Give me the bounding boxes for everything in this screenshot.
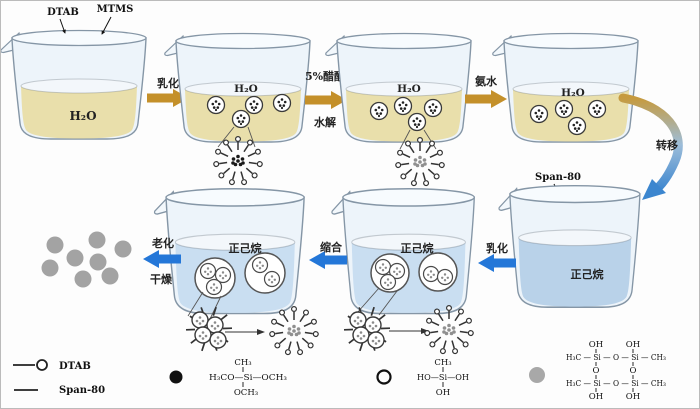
mtms-dot-symbol <box>169 370 183 384</box>
legend-dtab-label: DTAB <box>59 361 91 372</box>
silanol-mid: HO—Si—OH <box>417 373 469 383</box>
dtab-label: DTAB <box>47 7 79 18</box>
zoom-cone <box>217 126 235 148</box>
beaker7-droplet-2 <box>244 252 286 294</box>
silanol-bottom: OH <box>436 388 450 398</box>
mtms-top: CH₃ <box>234 358 251 368</box>
span80-label: Span-80 <box>535 172 581 183</box>
zoom-cone <box>399 129 411 150</box>
zoom-cone <box>356 287 380 314</box>
arrow-aging-drying: 老化 干燥 <box>143 236 181 286</box>
beaker6-cluster-arrow <box>389 328 429 334</box>
net-row1: H₃C — Si — O — Si — CH₃ <box>566 353 666 363</box>
beaker-5 <box>498 184 641 308</box>
aging-label: 老化 <box>151 236 174 250</box>
acetic-label: 5%醋酸 <box>305 69 346 83</box>
arrow-acetic: 5%醋酸 水解 <box>305 69 347 129</box>
zoom-cone <box>378 290 398 316</box>
net-o2: O <box>630 366 637 376</box>
micelle-magnified-silanol <box>396 138 445 187</box>
net-oh2: OH <box>626 340 640 350</box>
silanol-top: CH₃ <box>434 358 451 368</box>
legend-span80-label: Span-80 <box>59 385 105 396</box>
emulsify2-label: 乳化 <box>486 241 508 255</box>
silanol-circle-symbol <box>376 369 392 385</box>
beaker2-water-label: H₂O <box>234 83 258 95</box>
arrow-condense: 缩合 <box>309 240 347 269</box>
beaker7-hexane-label: 正己烷 <box>229 241 262 255</box>
silanol-structure: CH₃ HO—Si—OH OH <box>417 358 469 398</box>
beaker3-water-label: H₂O <box>397 83 421 95</box>
beaker5-hexane-label: 正己烷 <box>571 267 604 281</box>
ammonia-label: 氨水 <box>475 74 498 88</box>
zoom-cone <box>247 126 256 148</box>
drying-label: 干燥 <box>150 272 173 286</box>
beaker7-droplet-1 <box>194 257 236 299</box>
beaker7-cluster-arrow <box>225 329 265 335</box>
zoom-cone <box>423 129 437 150</box>
arrow-emulsify-1: 乳化 <box>147 76 189 107</box>
beaker6-hexane-label: 正己烷 <box>401 241 434 255</box>
transfer-label: 转移 <box>656 138 678 152</box>
dtab-symbol-head <box>36 359 48 371</box>
net-oh3: OH <box>589 392 603 402</box>
network-structure: OH OH H₃C — Si — O — Si — CH₃ O O H₃C — … <box>566 340 666 402</box>
arrow-ammonia: 氨水 <box>465 74 507 108</box>
condense-label: 缩合 <box>320 240 343 254</box>
beaker4-water-label: H₂O <box>561 87 585 99</box>
legend: DTAB Span-80 CH₃ H₃CO—Si—OCH₃ OCH₃ CH₃ H… <box>13 340 666 402</box>
emulsify1-label: 乳化 <box>157 76 179 90</box>
mtms-structure: CH₃ H₃CO—Si—OCH₃ OCH₃ <box>209 358 287 398</box>
arrow-emulsify-2: 乳化 <box>478 241 516 272</box>
beaker1-water-label: H₂O <box>69 109 96 123</box>
final-particles <box>41 231 132 288</box>
net-o1: O <box>593 366 600 376</box>
network-dot-symbol <box>529 367 545 383</box>
net-row2: H₃C — Si — O — Si — CH₃ <box>566 379 666 389</box>
micelle-magnified-bottom-left <box>270 307 319 356</box>
beaker6-droplet-1 <box>370 253 410 293</box>
zoom-cone <box>187 291 204 317</box>
net-oh1: OH <box>589 340 603 350</box>
mtms-label: MTMS <box>97 4 134 15</box>
net-oh4: OH <box>626 392 640 402</box>
mtms-pointer <box>101 16 112 35</box>
arrow-transfer: 转移 <box>618 93 683 200</box>
mtms-bottom: OCH₃ <box>234 388 258 398</box>
dtab-pointer <box>59 18 66 34</box>
mtms-mid: H₃CO—Si—OCH₃ <box>209 373 287 383</box>
beaker6-droplet-2 <box>418 252 458 292</box>
hydrolysis-label: 水解 <box>314 115 336 129</box>
